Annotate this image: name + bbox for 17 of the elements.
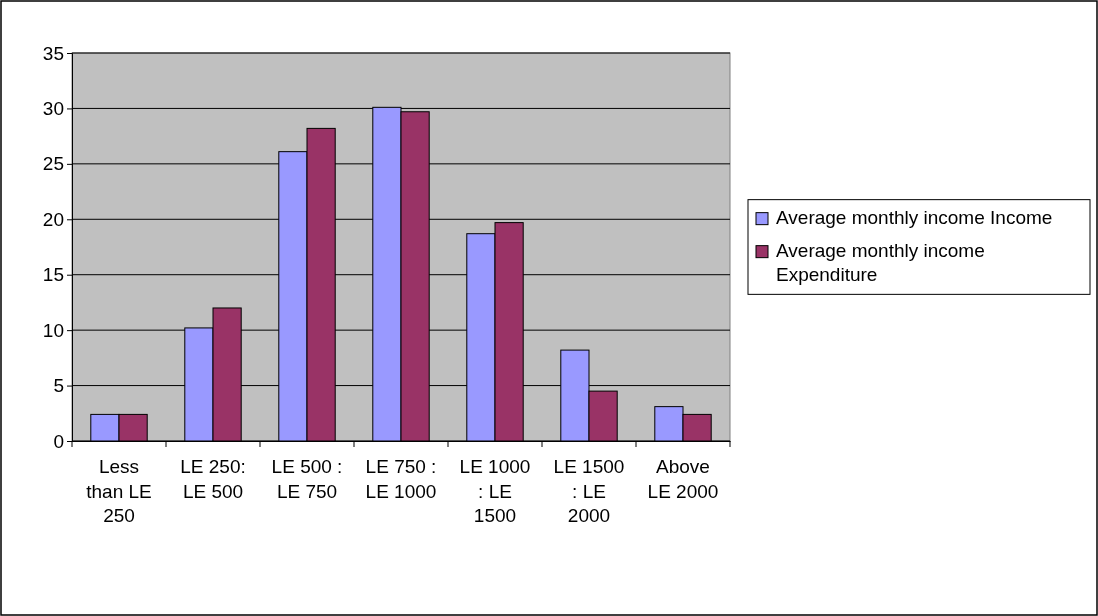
- y-tick-label: 10: [42, 319, 64, 341]
- y-tick-label: 25: [42, 153, 64, 175]
- x-tick-label: LE 750 : LE 1000: [365, 456, 437, 502]
- x-tick-label: LE 1000 : LE 1500: [459, 456, 531, 527]
- y-tick-label: 15: [42, 264, 64, 286]
- x-tick-label: LE 1500 : LE 2000: [553, 456, 625, 527]
- y-tick-label: 30: [42, 98, 64, 120]
- y-tick-label: 5: [53, 375, 64, 397]
- y-tick-label: 0: [53, 430, 64, 452]
- x-tick-label: LE 500 : LE 750: [271, 456, 343, 502]
- x-tick-label: Less than LE 250: [86, 456, 152, 527]
- x-tick-label: Above LE 2000: [647, 456, 719, 502]
- legend-label: Average monthly income Expenditure: [776, 239, 985, 286]
- y-tick-label: 35: [42, 42, 64, 64]
- y-tick-label: 20: [42, 208, 64, 230]
- x-tick-label: LE 250: LE 500: [180, 456, 246, 502]
- legend-label: Average monthly income Income: [776, 206, 1053, 228]
